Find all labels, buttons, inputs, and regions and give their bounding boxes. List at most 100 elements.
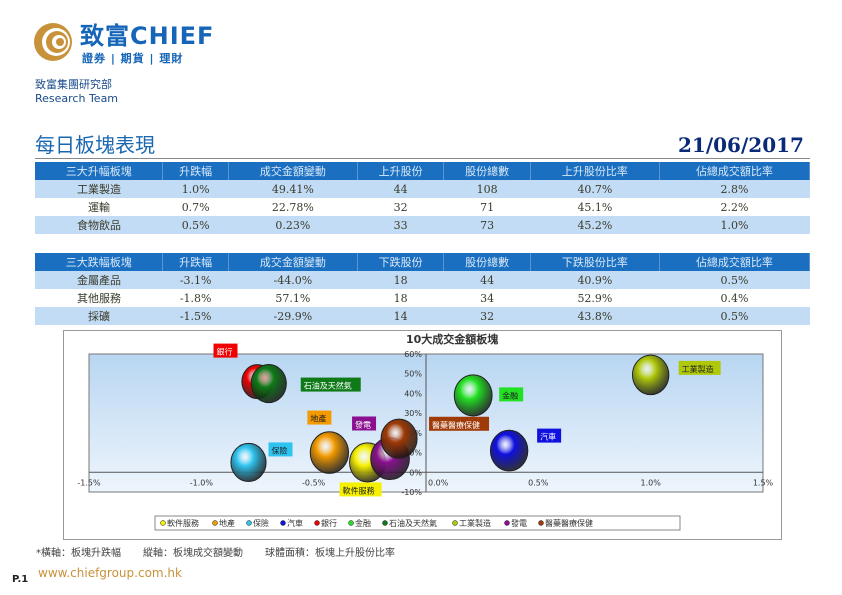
table-cell: 32	[393, 200, 408, 214]
legend	[154, 515, 681, 531]
table-row: 食物飲品 0.5% 0.23% 33 73 45.2% 1.0%	[35, 216, 810, 234]
table-cell: 0.4%	[720, 291, 749, 305]
legend-marker	[452, 520, 458, 526]
table-cell: 1.0%	[162, 180, 229, 198]
legend-item: 地產	[219, 518, 235, 528]
column-header: 升跌幅	[162, 162, 229, 180]
column-header: 佔總成交額比率	[659, 162, 811, 180]
bubble-地產	[309, 431, 350, 474]
column-header: 下跌股份比率	[530, 253, 660, 271]
divider	[35, 158, 810, 159]
legend-item: 汽車	[287, 518, 303, 528]
table-cell: 44	[443, 271, 531, 289]
bubble-工業製造	[631, 354, 670, 396]
legend-marker	[314, 520, 320, 526]
table-cell: 2.2%	[720, 200, 749, 214]
x-tick-label: 1.0%	[641, 478, 662, 487]
footnote-y: 縱軸：板塊成交額變動	[143, 548, 243, 559]
legend-item: 軟件服務	[167, 518, 199, 528]
data-label-bg	[300, 377, 361, 392]
y-tick-label: 0%	[409, 468, 422, 477]
legend-marker	[348, 520, 354, 526]
table-cell: 44	[357, 180, 444, 198]
data-label-bg	[307, 410, 332, 425]
data-label-bg	[537, 428, 562, 443]
table-cell: 其他服務	[76, 292, 121, 305]
table-cell: 工業製造	[35, 180, 163, 198]
legend-marker	[382, 520, 388, 526]
column-header: 股份總數	[443, 162, 531, 180]
legend-item: 發電	[511, 519, 527, 528]
website-link[interactable]: www.chiefgroup.com.hk	[38, 566, 182, 580]
legend-marker	[280, 520, 286, 526]
chart-title: 10大成交金額板塊	[406, 332, 498, 346]
table-cell: 45.1%	[577, 200, 613, 214]
table-cell: 2.8%	[659, 180, 810, 198]
data-label: 保險	[272, 445, 288, 455]
table-cell: 運輸	[87, 201, 110, 214]
legend-item: 醫藥醫療保健	[545, 518, 593, 528]
legend-item: 工業製造	[459, 518, 491, 528]
column-header: 佔總成交額比率	[659, 253, 811, 271]
bubble-保險	[230, 442, 267, 483]
x-tick-label: 0.5%	[528, 478, 549, 487]
legend-item: 石油及天然氣	[389, 518, 437, 528]
data-label-bg	[352, 416, 377, 431]
table-cell: -44.0%	[228, 271, 358, 289]
bubble-石油及天然氣	[250, 363, 287, 404]
table-cell: 金屬產品	[35, 271, 163, 289]
table-cell: 40.7%	[530, 180, 660, 198]
table-cell: -3.1%	[162, 271, 229, 289]
losers-table: 三大跌幅板塊 升跌幅 成交金額變動 下跌股份 股份總數 下跌股份比率 佔總成交額比率 金屬產品…	[35, 253, 811, 325]
department: 致富集團研究部 Research Team	[35, 78, 118, 106]
brand-tagline: 證券 | 期貨 | 理財	[82, 52, 184, 65]
data-label-bg	[499, 387, 524, 402]
legend-marker	[160, 520, 166, 526]
table-cell: 1.0%	[659, 216, 810, 234]
bubble-汽車	[489, 429, 529, 472]
legend-item: 銀行	[321, 518, 337, 528]
column-header: 成交金額變動	[228, 253, 358, 271]
data-label: 工業製造	[682, 364, 714, 374]
data-label: 發電	[355, 420, 371, 429]
legend-marker	[504, 520, 510, 526]
dept-name: 致富集團研究部	[35, 78, 112, 91]
dept-name-en: Research Team	[35, 92, 119, 105]
column-header: 成交金額變動	[228, 162, 358, 180]
x-tick-label: 0.0%	[428, 478, 449, 487]
x-tick-label: -1.5%	[77, 478, 101, 487]
x-tick-label: 1.5%	[753, 478, 774, 487]
brand-name: 致富CHIEF	[80, 22, 215, 50]
column-header: 三大升幅板塊	[35, 162, 164, 180]
column-header: 上升股份	[357, 162, 445, 180]
legend-marker	[538, 520, 544, 526]
table-cell: -1.5%	[162, 307, 229, 325]
legend-item: 保險	[253, 518, 269, 528]
table-cell: 0.23%	[228, 216, 358, 234]
table-cell: 18	[393, 291, 408, 305]
table-row: 其他服務 -1.8% 57.1% 18 34 52.9% 0.4%	[35, 289, 810, 307]
y-tick-label: -10%	[401, 488, 422, 497]
table-cell: 33	[357, 216, 444, 234]
y-tick-label: 50%	[404, 370, 422, 379]
y-tick-label: 40%	[404, 389, 422, 398]
x-tick-label: -1.0%	[190, 478, 214, 487]
data-label-bg	[678, 360, 721, 375]
data-label-bg	[213, 343, 238, 358]
table-cell: 57.1%	[275, 291, 311, 305]
column-header: 下跌股份	[357, 253, 445, 271]
column-header: 上升股份比率	[530, 162, 660, 180]
x-tick-label: -0.5%	[302, 478, 326, 487]
table-row: 採礦 -1.5% -29.9% 14 32 43.8% 0.5%	[35, 307, 810, 325]
table-row: 運輸 0.7% 22.78% 32 71 45.1% 2.2%	[35, 198, 810, 216]
legend-marker	[212, 520, 218, 526]
column-header: 股份總數	[443, 253, 531, 271]
table-cell: 52.9%	[577, 291, 613, 305]
y-tick-label: 30%	[404, 409, 422, 418]
table-cell: 0.7%	[181, 200, 210, 214]
data-label: 石油及天然氣	[304, 381, 352, 391]
report-date: 21/06/2017	[678, 133, 804, 157]
data-label: 汽車	[540, 432, 556, 442]
y-tick-label: 60%	[404, 350, 422, 359]
table-cell: 40.9%	[530, 271, 660, 289]
